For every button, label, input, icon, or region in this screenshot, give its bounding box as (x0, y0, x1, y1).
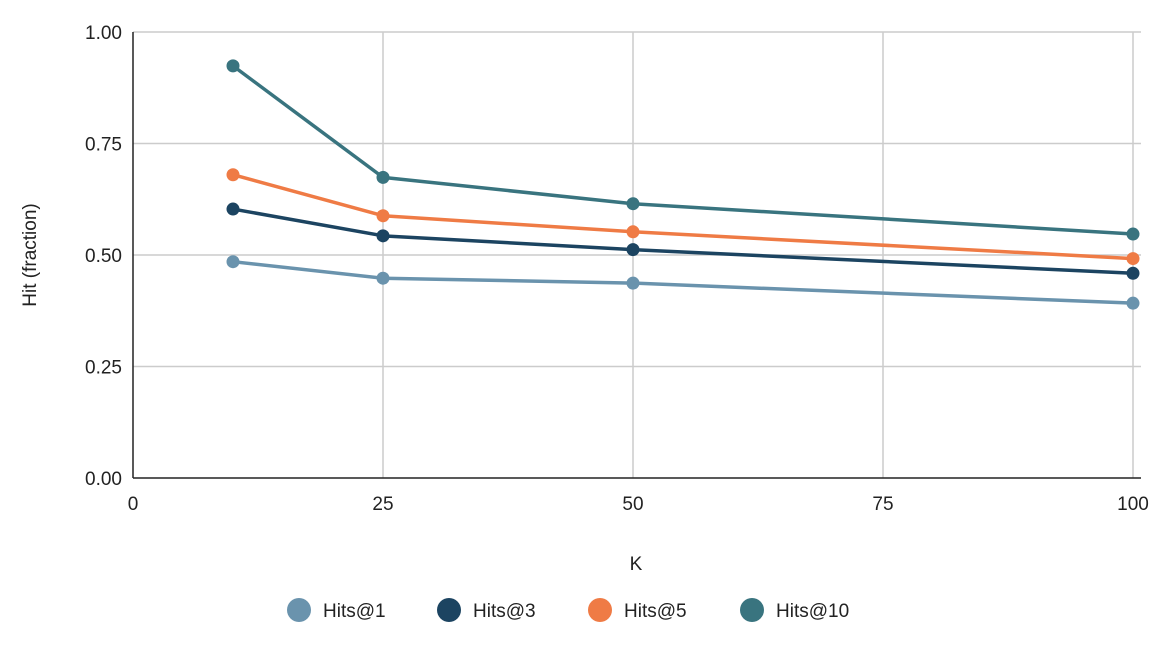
axis-layer: 0.00 0.25 0.50 0.75 1.00 0 25 50 75 100 (85, 23, 1149, 515)
y-tick-label: 1.00 (85, 23, 122, 44)
x-tick-label: 50 (622, 494, 643, 515)
data-point (626, 276, 640, 290)
series-hits-at-10 (226, 59, 1140, 241)
series-hits-at-1 (226, 255, 1140, 310)
x-tick-label: 25 (372, 494, 393, 515)
series-layer (226, 59, 1140, 310)
legend-item: Hits@5 (588, 598, 687, 622)
legend-swatch (287, 598, 311, 622)
series-hits-at-5 (226, 168, 1140, 266)
y-tick-label: 0.75 (85, 135, 122, 156)
data-point (226, 59, 240, 73)
data-point (376, 170, 390, 184)
legend-item: Hits@3 (437, 598, 536, 622)
data-point (226, 255, 240, 269)
legend-item: Hits@10 (740, 598, 849, 622)
data-point (626, 197, 640, 211)
data-point (226, 168, 240, 182)
data-point (376, 209, 390, 223)
series-line (231, 172, 1135, 261)
grid-layer (133, 31, 1141, 478)
y-tick-label: 0.50 (85, 246, 122, 267)
legend-label: Hits@1 (323, 601, 386, 622)
legend-item: Hits@1 (287, 598, 386, 622)
data-point (376, 271, 390, 285)
data-point (626, 225, 640, 239)
data-point (1126, 252, 1140, 266)
y-axis-label: Hit (fraction) (20, 203, 41, 306)
x-tick-label: 75 (872, 494, 893, 515)
x-axis-label: K (630, 554, 643, 575)
legend-label: Hits@3 (473, 601, 536, 622)
series-line (231, 64, 1135, 236)
legend-label: Hits@5 (624, 601, 687, 622)
x-tick-label: 0 (128, 494, 139, 515)
series-line (231, 259, 1135, 305)
legend: Hits@1 Hits@3 Hits@5 Hits@10 (287, 598, 849, 622)
legend-swatch (588, 598, 612, 622)
data-point (376, 229, 390, 243)
legend-swatch (437, 598, 461, 622)
series-hits-at-3 (226, 202, 1140, 280)
x-tick-label: 100 (1117, 494, 1149, 515)
legend-label: Hits@10 (776, 601, 849, 622)
y-tick-label: 0.00 (85, 469, 122, 490)
data-point (626, 243, 640, 257)
legend-swatch (740, 598, 764, 622)
data-point (1126, 266, 1140, 280)
data-point (226, 202, 240, 216)
data-point (1126, 296, 1140, 310)
y-tick-label: 0.25 (85, 358, 122, 379)
series-line (231, 207, 1135, 276)
data-point (1126, 227, 1140, 241)
